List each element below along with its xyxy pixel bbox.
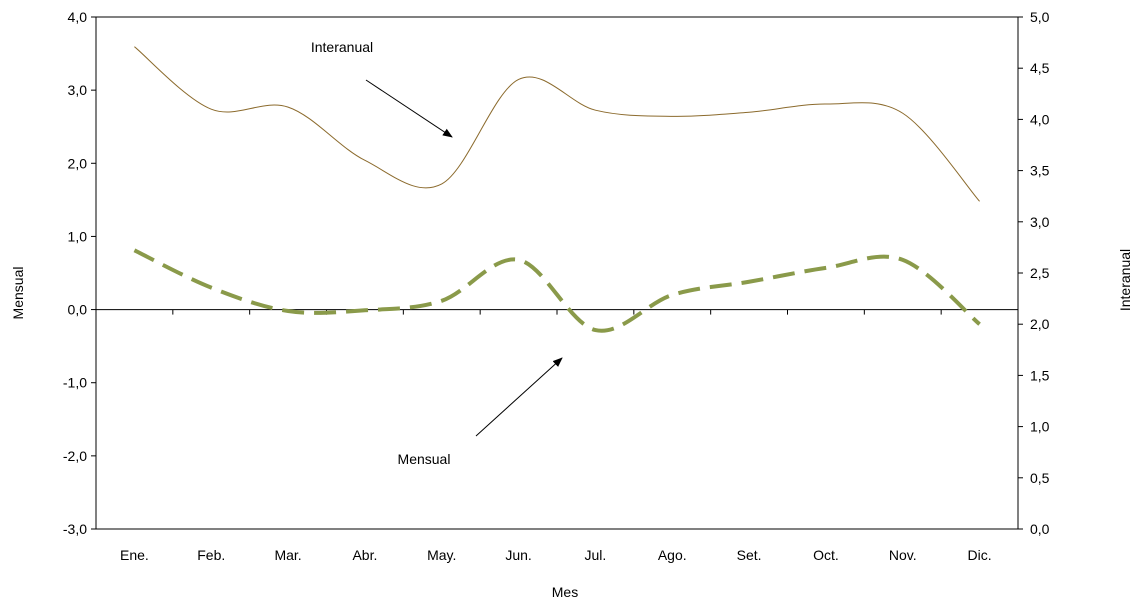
x-tick-label: Oct.: [813, 547, 839, 563]
x-tick-label: Feb.: [197, 547, 225, 563]
series-line-mensual: [133, 248, 981, 333]
right-y-tick-label: 3,5: [1030, 163, 1050, 179]
x-tick-label: Set.: [737, 547, 762, 563]
right-y-axis-title: Interanual: [1117, 249, 1133, 311]
x-tick-label: Ene.: [120, 547, 149, 563]
annotation-interanual-label: Interanual: [311, 39, 373, 55]
annotation-interanual-arrow: [365, 79, 453, 138]
right-y-tick-label: 5,0: [1030, 9, 1050, 25]
right-y-tick-label: 2,5: [1030, 265, 1050, 281]
series-layer: [133, 46, 981, 333]
left-y-tick-label: 3,0: [68, 82, 88, 98]
left-y-tick-label: -3,0: [63, 521, 87, 537]
right-y-tick-label: 4,0: [1030, 111, 1050, 127]
x-tick-label: Jul.: [585, 547, 607, 563]
right-y-tick-label: 3,0: [1030, 214, 1050, 230]
left-y-tick-label: 4,0: [68, 9, 88, 25]
left-y-axis-ticks: -3,0 -2,0 -1,0 0,0 1,0 2,0 3,0 4,0: [63, 9, 96, 537]
right-y-tick-label: 0,0: [1030, 521, 1050, 537]
x-tick-label: Nov.: [889, 547, 917, 563]
left-y-axis-title: Mensual: [10, 267, 26, 320]
x-axis-title: Mes: [552, 584, 578, 600]
annotation-mensual-label: Mensual: [398, 451, 451, 467]
right-y-tick-label: 1,0: [1030, 419, 1050, 435]
left-y-tick-label: -2,0: [63, 448, 87, 464]
right-y-tick-label: 2,0: [1030, 316, 1050, 332]
left-y-tick-label: 1,0: [68, 228, 88, 244]
x-tick-label: Ago.: [658, 547, 687, 563]
right-y-tick-label: 0,5: [1030, 470, 1050, 486]
left-y-tick-label: 2,0: [68, 155, 88, 171]
right-y-axis-ticks: 0,0 0,5 1,0 1,5 2,0 2,5 3,0 3,5 4,0 4,5 5,0: [1018, 9, 1050, 537]
left-y-tick-label: -1,0: [63, 375, 87, 391]
left-y-tick-label: 0,0: [68, 302, 88, 318]
x-tick-label: Abr.: [352, 547, 377, 563]
axes: [95, 16, 1019, 530]
right-y-tick-label: 4,5: [1030, 60, 1050, 76]
x-tick-label: May.: [427, 547, 456, 563]
x-tick-label: Dic.: [968, 547, 992, 563]
x-axis-ticks: Ene. Feb. Mar. Abr. May. Jun. Jul. Ago. Set. Oct.…: [120, 547, 992, 563]
x-tick-label: Jun.: [505, 547, 531, 563]
x-tick-label: Mar.: [274, 547, 301, 563]
series-line-interanual: [134, 46, 980, 202]
plot-area-frame: [95, 16, 1019, 530]
annotation-mensual-arrow: [475, 357, 563, 437]
right-y-tick-label: 1,5: [1030, 367, 1050, 383]
